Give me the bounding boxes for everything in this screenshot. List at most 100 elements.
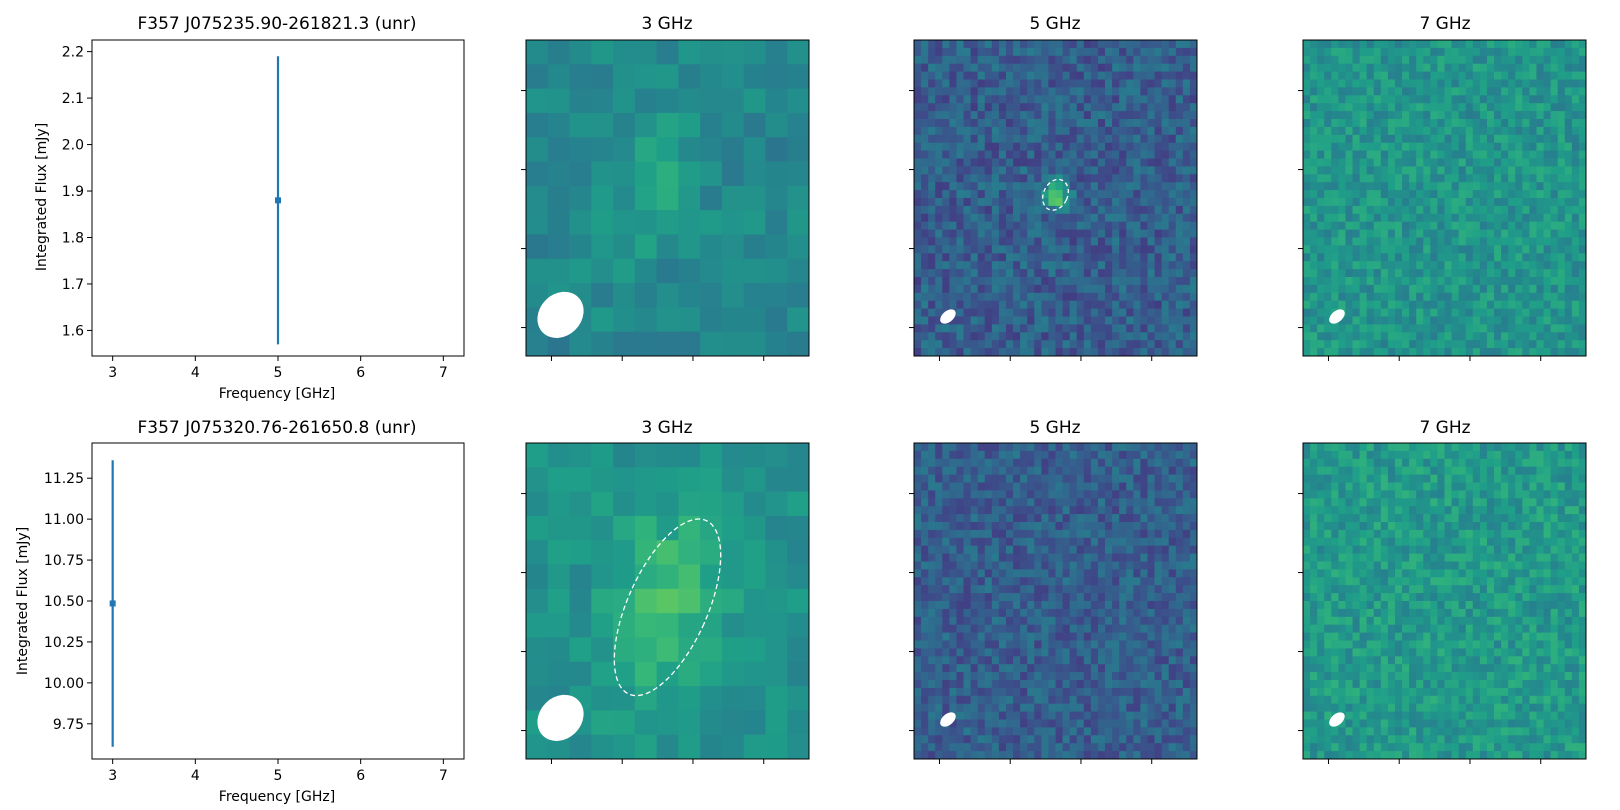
pixel [921,703,929,712]
pixel [1310,253,1318,262]
pixel [656,564,679,590]
pixel [634,710,658,736]
pixel [569,210,592,235]
pixel [1090,142,1099,151]
pixel [1508,340,1516,349]
pixel [1062,601,1071,610]
pixel [1345,261,1353,270]
pixel [1069,498,1078,507]
pixel [787,258,810,284]
pixel [1550,71,1559,80]
pixel [1189,103,1198,112]
pixel [1076,55,1085,65]
pixel [956,150,964,159]
pixel [1571,182,1580,191]
pixel [1437,111,1445,120]
pixel [1168,229,1177,238]
pixel [721,686,745,711]
pixel [1465,142,1474,151]
pixel [1189,640,1198,649]
pixel [1423,95,1431,104]
pixel [1020,490,1028,499]
pixel [991,664,1000,673]
pixel [1020,95,1028,104]
pixel [991,253,1000,262]
pixel [1310,55,1318,65]
pixel [1090,624,1099,633]
pixel [1543,158,1552,167]
pixel [1055,324,1063,333]
pixel [1303,55,1311,65]
pixel [1133,55,1141,65]
pixel [928,79,936,88]
pixel [1076,522,1085,531]
pixel [1140,245,1148,254]
pixel [1331,324,1339,333]
pixel [1168,624,1177,633]
pixel [977,648,986,657]
pixel [1409,277,1417,286]
pixel [1423,126,1431,136]
pixel [1069,529,1078,539]
pixel [977,87,986,96]
pixel [1175,490,1184,499]
pixel [1041,316,1049,325]
pixel [1501,166,1509,175]
pixel [743,137,766,162]
pixel [613,637,636,663]
pixel [1494,198,1502,207]
pixel [1387,332,1396,341]
pixel [1451,71,1460,80]
pixel [1140,537,1148,547]
pixel [1119,490,1127,499]
pixel [1522,55,1530,65]
pixel [921,632,929,641]
pixel [1027,632,1035,641]
pixel [1147,332,1155,341]
pixel [1338,40,1346,49]
pixel [569,112,592,138]
pixel [1041,79,1049,88]
pixel [1041,616,1049,626]
pixel [1020,150,1028,159]
pixel [942,648,950,657]
pixel [1529,174,1537,183]
pixel [700,588,723,614]
pixel [1126,640,1134,649]
pixel [984,443,993,452]
pixel [977,632,986,641]
pixel [1147,608,1155,618]
pixel [1189,158,1198,167]
pixel [1119,593,1127,602]
pixel [1076,498,1085,507]
pixel [1034,142,1042,151]
pixel [1437,348,1445,357]
pixel [1543,71,1552,80]
pixel [1430,87,1438,96]
pixel [1465,229,1474,238]
pixel [1564,213,1573,223]
pixel [949,522,957,531]
pixel [1543,142,1552,151]
pixel [1147,490,1155,499]
pixel [1175,40,1184,49]
pixel [1175,71,1184,80]
pixel [1048,111,1056,120]
pixel [977,443,986,452]
pixel [1105,150,1113,159]
pixel [1048,205,1056,215]
pixel [1182,450,1191,460]
pixel [1416,158,1424,167]
pixel [1048,190,1056,199]
pixel [1394,182,1403,191]
pixel [1062,253,1071,262]
pixel [1013,198,1021,207]
pixel [1430,332,1438,341]
pixel [1303,237,1311,246]
pixel [1416,71,1424,80]
pixel [984,87,993,96]
pixel [1182,545,1191,554]
pixel [1097,656,1106,665]
pixel [1034,40,1042,49]
pixel [928,166,936,175]
